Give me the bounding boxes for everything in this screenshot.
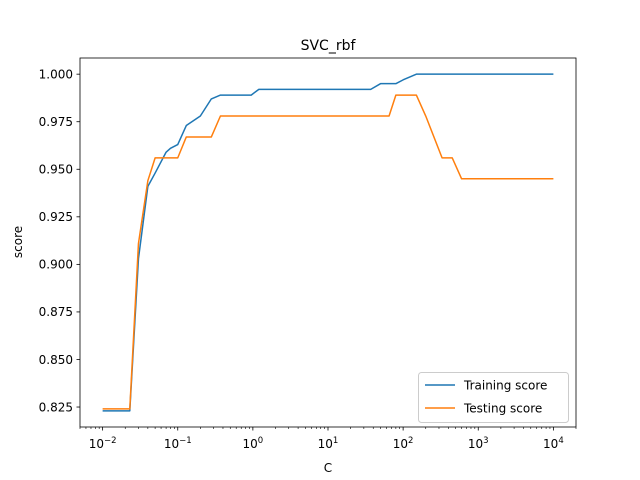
series-line-training-score <box>102 73 554 412</box>
y-tick-label: 0.950 <box>39 163 73 177</box>
y-axis-label: score <box>11 226 25 258</box>
y-tick-label: 0.825 <box>39 400 73 414</box>
x-tick-label: 10−1 <box>164 436 192 451</box>
x-tick-label: 104 <box>543 436 564 451</box>
plot-area <box>80 58 576 427</box>
x-tick-label: 103 <box>468 436 489 451</box>
x-tick-label: 101 <box>318 436 339 451</box>
y-tick-label: 0.900 <box>39 258 73 272</box>
series-line-testing-score <box>102 94 554 410</box>
y-tick-label: 0.925 <box>39 210 73 224</box>
x-axis-label: C <box>324 461 332 475</box>
x-tick-label: 100 <box>243 436 264 451</box>
lines-layer <box>102 73 554 412</box>
legend-label-testing: Testing score <box>463 402 542 416</box>
y-tick-label: 1.000 <box>39 67 73 81</box>
x-tick-label: 102 <box>393 436 414 451</box>
legend-label-training: Training score <box>463 379 547 393</box>
axes-layer: 0.825 0.850 0.875 0.900 0.925 0.950 0.975 1.000… <box>39 57 577 451</box>
x-tick-label: 10−2 <box>89 436 117 451</box>
y-tick-label: 0.850 <box>39 353 73 367</box>
y-tick-label: 0.875 <box>39 305 73 319</box>
legend: Training score Testing score <box>418 372 569 423</box>
y-tick-label: 0.975 <box>39 115 73 129</box>
axes-frame <box>79 57 577 428</box>
chart-title: SVC_rbf <box>301 38 357 54</box>
legend-box <box>418 372 569 423</box>
